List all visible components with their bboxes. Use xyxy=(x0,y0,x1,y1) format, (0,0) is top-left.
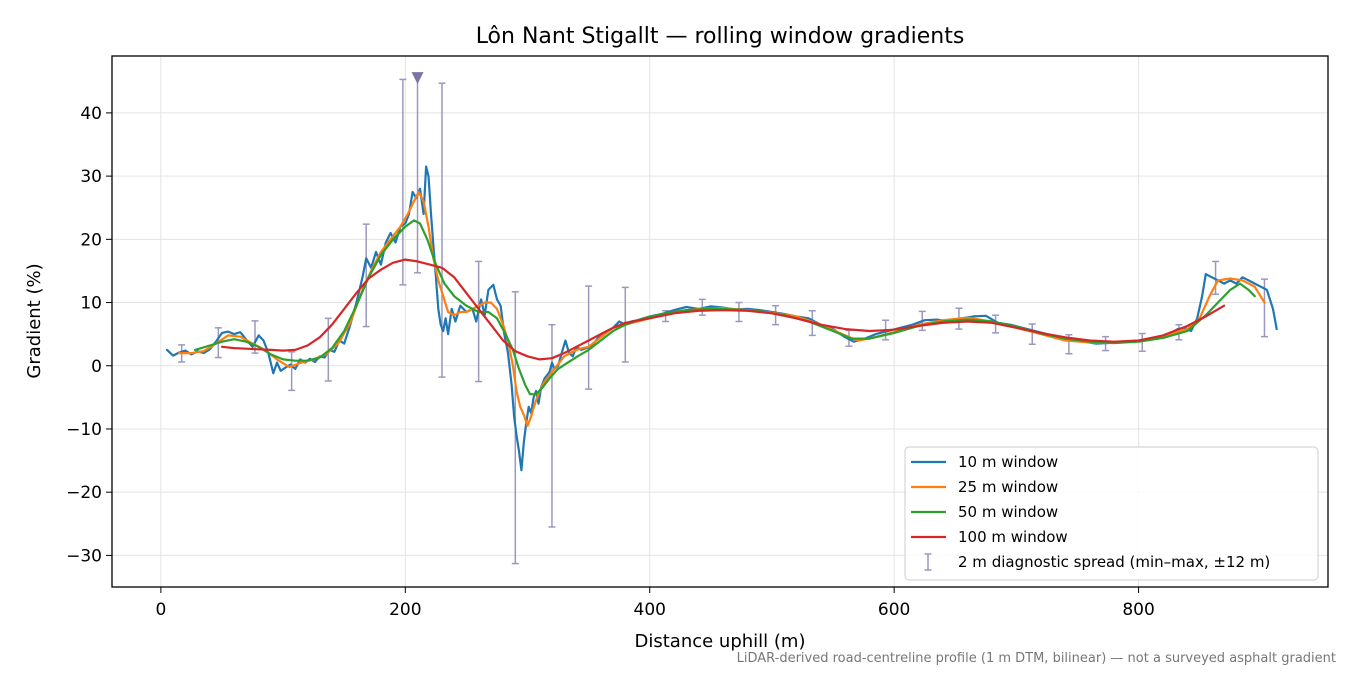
error-bar xyxy=(362,223,370,328)
error-bar xyxy=(414,74,422,274)
y-tick-label: 40 xyxy=(80,104,102,124)
error-bar xyxy=(548,323,556,528)
plot-frame xyxy=(111,55,1329,588)
x-axis-label: Distance uphill (m) xyxy=(635,631,806,652)
y-tick-label: −20 xyxy=(66,483,102,503)
legend-frame xyxy=(904,446,1319,581)
annotation-markers xyxy=(411,72,424,85)
error-bar xyxy=(1028,323,1036,346)
legend: 10 m window 25 m window 50 m window 100 m w… xyxy=(904,446,1319,581)
y-tick-label: 10 xyxy=(80,294,102,314)
error-bar xyxy=(251,320,259,354)
legend-label: 25 m window xyxy=(958,478,1058,496)
footnote: LiDAR-derived road-centreline profile (1… xyxy=(736,651,1336,666)
error-bar xyxy=(585,285,593,390)
x-tick-label: 400 xyxy=(634,600,666,620)
x-tick-label: 0 xyxy=(155,600,166,620)
legend-label: 10 m window xyxy=(958,453,1058,471)
series-lines xyxy=(165,165,1278,472)
chart-title: Lôn Nant Stigallt — rolling window gradi… xyxy=(476,24,965,49)
legend-label: 2 m diagnostic spread (min–max, ±12 m) xyxy=(958,553,1270,571)
x-tick-label: 800 xyxy=(1122,600,1154,620)
error-bar xyxy=(1138,332,1146,352)
error-bar xyxy=(1212,260,1220,296)
y-tick-label: 20 xyxy=(80,230,102,250)
y-tick-label: 0 xyxy=(91,357,102,377)
y-tick-label: 30 xyxy=(80,167,102,187)
y-tick-label: −30 xyxy=(66,546,102,566)
grid xyxy=(112,56,1328,587)
legend-label: 100 m window xyxy=(958,528,1068,546)
series-line xyxy=(165,165,1278,472)
legend-label: 50 m window xyxy=(958,503,1058,521)
axis-ticks: 0 200 400 600 800 −30 −20 −10 0 10 20 30 40 xyxy=(66,104,1155,620)
y-axis-label: Gradient (%) xyxy=(24,263,45,378)
error-bar xyxy=(475,260,483,383)
x-tick-label: 200 xyxy=(389,600,421,620)
error-bar xyxy=(735,301,743,323)
y-tick-label: −10 xyxy=(66,420,102,440)
triangle-marker xyxy=(411,72,424,85)
x-tick-label: 600 xyxy=(878,600,910,620)
error-bar xyxy=(438,82,446,378)
error-bar xyxy=(399,78,407,286)
series-line xyxy=(220,258,1226,361)
error-bar xyxy=(288,351,296,392)
